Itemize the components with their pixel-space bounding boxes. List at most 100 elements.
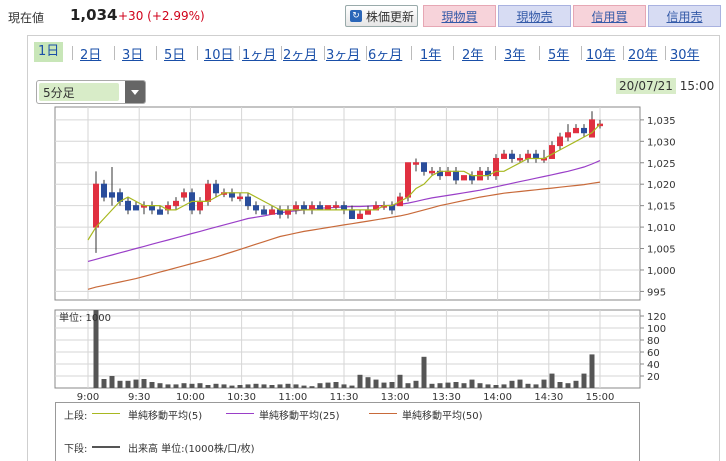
candle-body bbox=[173, 200, 179, 207]
x-tick-label: 14:00 bbox=[483, 392, 512, 403]
refresh-price-button[interactable]: ↻ 株価更新 bbox=[345, 5, 418, 27]
candle-body bbox=[253, 205, 259, 211]
volume-bar bbox=[437, 383, 443, 388]
cash-sell-button[interactable]: 現物売 bbox=[498, 5, 571, 27]
chart-legend: 上段: 単純移動平均(5) 単純移動平均(25) 単純移動平均(50) 下段: … bbox=[55, 402, 640, 461]
candle-body bbox=[573, 127, 579, 134]
tab-10y[interactable]: 10年 bbox=[586, 48, 616, 63]
volume-bar bbox=[141, 379, 147, 388]
tab-2y[interactable]: 2年 bbox=[462, 48, 484, 63]
margin-sell-button[interactable]: 信用売 bbox=[648, 5, 721, 27]
tab-5y[interactable]: 5年 bbox=[548, 48, 570, 63]
candle-body bbox=[277, 209, 283, 215]
legend-lower-label: 下段: bbox=[64, 444, 88, 455]
candle-body bbox=[269, 209, 275, 215]
refresh-price-label: 株価更新 bbox=[365, 10, 414, 24]
volume-bar bbox=[397, 374, 403, 388]
chevron-down-icon[interactable] bbox=[125, 81, 145, 103]
margin-buy-button[interactable]: 信用買 bbox=[573, 5, 646, 27]
tab-30y[interactable]: 30年 bbox=[670, 48, 700, 63]
volume-bar bbox=[429, 383, 435, 388]
volume-bar bbox=[541, 379, 547, 388]
price-tick-label: 1,030 bbox=[647, 137, 676, 148]
ma5-line bbox=[87, 123, 601, 241]
interval-select[interactable]: 5分足 bbox=[36, 80, 146, 104]
current-price-value: 1,034 bbox=[70, 6, 118, 24]
candle-body bbox=[157, 209, 163, 215]
volume-bar bbox=[501, 384, 507, 388]
tab-6m[interactable]: 6ヶ月 bbox=[368, 48, 403, 63]
candle-body bbox=[357, 213, 363, 220]
x-tick-label: 10:00 bbox=[176, 392, 205, 403]
tab-3d[interactable]: 3日 bbox=[122, 48, 144, 63]
tab-5d[interactable]: 5日 bbox=[164, 48, 186, 63]
x-tick-label: 14:30 bbox=[534, 392, 563, 403]
volume-bar bbox=[413, 380, 419, 388]
tab-1m[interactable]: 1ヶ月 bbox=[242, 48, 277, 63]
candle-body bbox=[469, 175, 475, 181]
volume-bar bbox=[101, 379, 107, 388]
tab-2m[interactable]: 2ヶ月 bbox=[283, 48, 318, 63]
legend-volume: 出来高 単位:(1000株/口/枚) bbox=[128, 444, 255, 455]
volume-bar bbox=[365, 377, 371, 388]
tab-3m[interactable]: 3ヶ月 bbox=[326, 48, 361, 63]
tab-10d[interactable]: 10日 bbox=[204, 48, 234, 63]
legend-ma5-swatch bbox=[92, 413, 120, 414]
candle-body bbox=[301, 205, 307, 211]
x-tick-label: 15:00 bbox=[586, 392, 615, 403]
price-tick-label: 1,015 bbox=[647, 202, 676, 213]
volume-bar bbox=[93, 310, 99, 388]
tab-2d[interactable]: 2日 bbox=[80, 48, 102, 63]
volume-tick-label: 40 bbox=[647, 360, 660, 371]
refresh-icon: ↻ bbox=[350, 10, 362, 22]
candle-body bbox=[149, 205, 155, 211]
volume-bar bbox=[221, 384, 227, 388]
tab-20y[interactable]: 20年 bbox=[628, 48, 658, 63]
ma50-line bbox=[87, 181, 601, 290]
volume-bar bbox=[253, 383, 259, 388]
volume-tick-label: 60 bbox=[647, 348, 660, 359]
legend-ma50: 単純移動平均(50) bbox=[402, 411, 483, 422]
current-price-label: 現在値 bbox=[8, 11, 45, 25]
tab-3y[interactable]: 3年 bbox=[504, 48, 526, 63]
volume-bar bbox=[477, 383, 483, 388]
volume-bar bbox=[469, 379, 475, 388]
candle-body bbox=[533, 153, 539, 159]
price-tick-label: 1,005 bbox=[647, 245, 676, 256]
volume-bar bbox=[125, 380, 131, 388]
volume-tick-label: 120 bbox=[647, 312, 666, 323]
candle-body bbox=[309, 205, 315, 211]
candle-body bbox=[333, 205, 339, 208]
candle-body bbox=[493, 157, 499, 177]
interval-select-highlight bbox=[39, 83, 119, 101]
volume-bar bbox=[381, 382, 387, 388]
volume-bar bbox=[373, 379, 379, 388]
volume-tick-label: 20 bbox=[647, 372, 660, 383]
volume-bar bbox=[405, 383, 411, 388]
volume-bar bbox=[589, 354, 595, 388]
volume-bar bbox=[357, 374, 363, 388]
volume-bar bbox=[317, 383, 323, 388]
period-tabs: 1日 2日 3日 5日 10日 1ヶ月 2ヶ月 3ヶ月 6ヶ月 1年 2年 3年… bbox=[34, 41, 714, 65]
candle-body bbox=[133, 205, 139, 211]
candle-body bbox=[461, 175, 467, 181]
candle-body bbox=[421, 162, 427, 172]
volume-bar bbox=[421, 356, 427, 388]
candle-body bbox=[197, 200, 203, 211]
volume-bar bbox=[189, 383, 195, 388]
price-tick-label: 1,020 bbox=[647, 180, 676, 191]
tab-1d[interactable]: 1日 bbox=[34, 42, 64, 62]
candle-body bbox=[589, 119, 595, 138]
volume-bar bbox=[349, 385, 355, 388]
candle-body bbox=[429, 170, 435, 174]
tab-1y[interactable]: 1年 bbox=[420, 48, 442, 63]
candle-body bbox=[229, 192, 235, 198]
x-tick-label: 13:00 bbox=[381, 392, 410, 403]
volume-unit-label: 単位: 1000 bbox=[59, 311, 111, 324]
chart-time: 15:00 bbox=[679, 79, 715, 93]
candle-body bbox=[501, 153, 507, 159]
volume-bar bbox=[325, 382, 331, 388]
legend-volume-swatch bbox=[92, 446, 120, 448]
cash-buy-button[interactable]: 現物買 bbox=[423, 5, 496, 27]
volume-bar bbox=[453, 382, 459, 388]
